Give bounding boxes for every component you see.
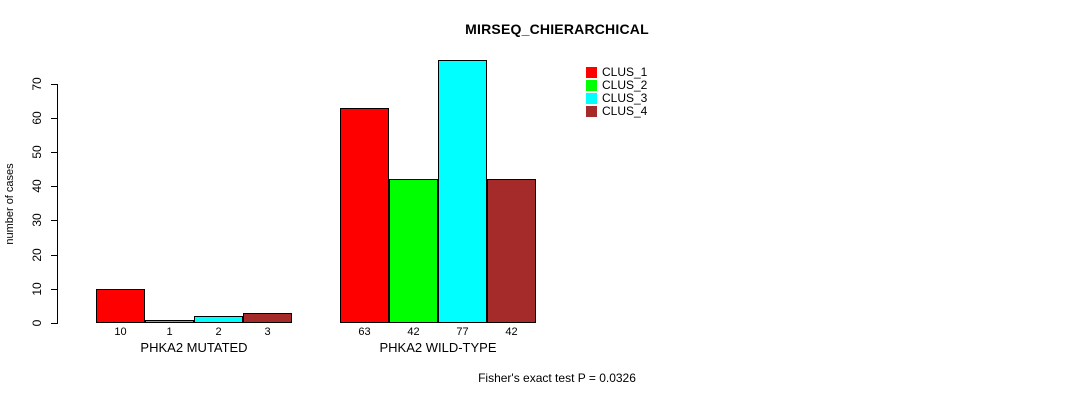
y-axis-tick-label: 70	[30, 76, 44, 91]
y-axis-tick-label: 30	[30, 213, 44, 228]
bar-value-label: 77	[456, 326, 469, 338]
bar-clus_3-group2	[438, 59, 487, 323]
bar-value-label: 1	[166, 326, 173, 338]
y-axis-tick-label: 50	[30, 145, 44, 159]
y-axis-tick-label: 20	[30, 247, 44, 262]
y-axis-tick-label: 40	[30, 179, 44, 193]
group-label: PHKA2 WILD-TYPE	[379, 340, 497, 355]
bar-clus_1-group2	[340, 107, 389, 323]
bar-value-label: 42	[505, 326, 518, 338]
bar-clus_2-group2	[389, 179, 438, 323]
bar-value-label: 42	[407, 326, 420, 338]
bar-clus_3-group1	[194, 316, 243, 323]
bar-value-label: 63	[358, 326, 371, 338]
y-axis-line	[57, 83, 58, 324]
y-axis-tick-label: 10	[30, 282, 44, 296]
y-axis-tick	[51, 323, 57, 324]
y-axis-tick	[51, 220, 57, 222]
y-axis-tick	[51, 186, 57, 188]
y-axis-tick-label: 0	[30, 319, 44, 327]
y-axis-tick	[51, 152, 57, 153]
group-label: PHKA2 MUTATED	[140, 340, 248, 355]
bar-clus_1-group1	[96, 288, 145, 323]
legend-label: CLUS_1	[602, 65, 648, 79]
bar-clus_4-group2	[487, 179, 536, 323]
legend-swatch	[586, 80, 597, 91]
bar-clus_2-group1	[145, 319, 194, 323]
bar-value-label: 3	[264, 326, 271, 338]
chart-title: MIRSEQ_CHIERARCHICAL	[465, 21, 649, 37]
legend-label: CLUS_4	[602, 104, 648, 118]
legend-swatch	[586, 67, 597, 78]
y-axis-tick-label: 60	[30, 111, 44, 125]
bar-value-label: 2	[215, 326, 222, 338]
y-axis-tick	[51, 254, 57, 256]
y-axis-tick	[51, 83, 57, 85]
y-axis-tick	[51, 117, 57, 119]
legend-label: CLUS_3	[602, 91, 648, 105]
bar-clus_4-group1	[243, 312, 292, 323]
y-axis-title: number of cases	[4, 163, 16, 245]
footer-caption: Fisher's exact test P = 0.0326	[478, 371, 636, 385]
legend-swatch	[586, 93, 597, 104]
legend-swatch	[586, 106, 597, 117]
bar-value-label: 10	[114, 326, 127, 338]
y-axis-tick	[51, 288, 57, 290]
legend-label: CLUS_2	[602, 78, 648, 92]
